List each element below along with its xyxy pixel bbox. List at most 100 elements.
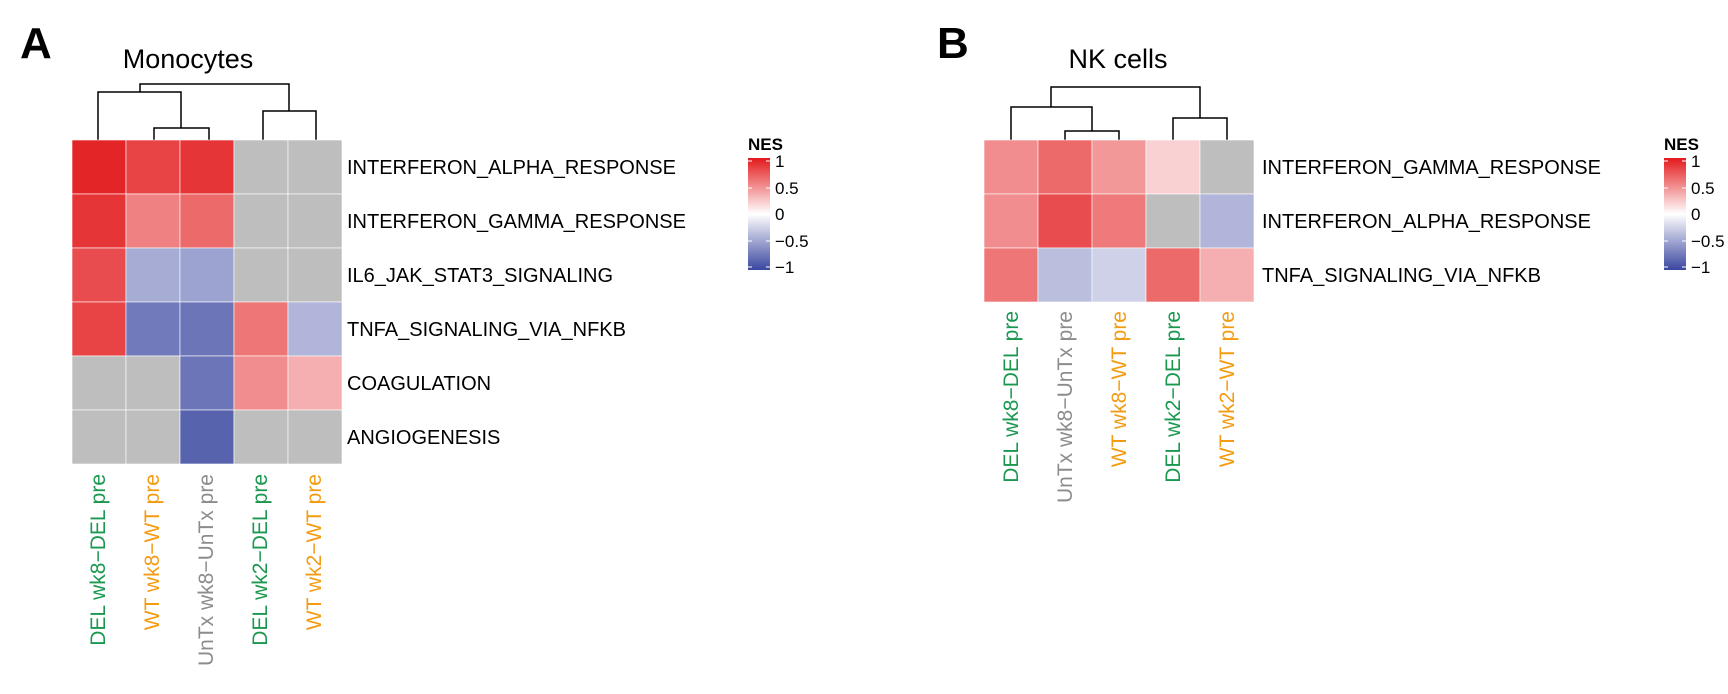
- heatmap-cell: [1199, 247, 1255, 303]
- heatmap-cell: [179, 355, 235, 411]
- heatmap-cell: [233, 139, 289, 195]
- dendrogram-a: [97, 83, 317, 140]
- heatmap-cell: [71, 139, 127, 195]
- heatmap-cell: [287, 247, 343, 303]
- row-label: INTERFERON_GAMMA_RESPONSE: [347, 211, 686, 233]
- column-label: WT wk8−WT pre: [141, 474, 164, 630]
- column-label-group: DEL: [1162, 443, 1185, 483]
- heatmap-cell: [983, 247, 1039, 303]
- column-label-comparison: wk8−DEL pre: [87, 474, 110, 606]
- heatmap-cell: [1091, 247, 1147, 303]
- dendrogram-b-branch-left: [1010, 106, 1093, 140]
- legend-tick-label: 0.5: [775, 179, 799, 198]
- heatmap-cells-b: [983, 139, 1255, 303]
- legend-tick-label: −1: [1691, 258, 1710, 277]
- heatmap-cell: [233, 355, 289, 411]
- column-label-group: DEL: [1000, 443, 1023, 483]
- dendrogram-b: [1010, 86, 1228, 140]
- legend-tick-label: −0.5: [775, 232, 809, 251]
- panel-title-b: NK cells: [1068, 44, 1167, 74]
- column-label-comparison: wk8−DEL pre: [1000, 311, 1023, 443]
- dendrogram-a-root: [139, 83, 290, 111]
- heatmap-cell: [287, 193, 343, 249]
- heatmap-cell: [287, 355, 343, 411]
- heatmap-cell: [71, 193, 127, 249]
- column-label-comparison: wk8−WT pre: [1108, 311, 1131, 435]
- row-label: INTERFERON_GAMMA_RESPONSE: [1262, 157, 1601, 179]
- row-label: COAGULATION: [347, 373, 491, 395]
- column-label: DEL wk8−DEL pre: [87, 474, 110, 646]
- column-label-group: WT: [141, 597, 164, 630]
- column-label: WT wk8−WT pre: [1108, 311, 1131, 467]
- heatmap-cell: [125, 193, 181, 249]
- heatmap-cell: [1145, 193, 1201, 249]
- dendrogram-a-branch-wt-untx: [153, 127, 210, 140]
- panel-a: A Monocytes INTERFERON_ALPHA_RESPONSE IN…: [20, 19, 809, 666]
- heatmap-cell: [287, 139, 343, 195]
- heatmap-cell: [233, 409, 289, 465]
- legend-tick-label: 0: [775, 205, 784, 224]
- heatmap-cell: [179, 139, 235, 195]
- row-label: TNFA_SIGNALING_VIA_NFKB: [1262, 265, 1541, 287]
- column-labels-a: DEL wk8−DEL pre WT wk8−WT pre UnTx wk8−U…: [87, 474, 326, 666]
- heatmap-cell: [71, 409, 127, 465]
- row-label: TNFA_SIGNALING_VIA_NFKB: [347, 319, 626, 341]
- dendrogram-b-branch-right: [1172, 117, 1228, 140]
- column-label-comparison: wk2−DEL pre: [1162, 311, 1185, 443]
- row-label: ANGIOGENESIS: [347, 427, 500, 449]
- column-label: DEL wk8−DEL pre: [1000, 311, 1023, 483]
- column-label: DEL wk2−DEL pre: [249, 474, 272, 646]
- legend-tick-label: 1: [775, 152, 784, 171]
- column-label-group: WT: [1216, 434, 1239, 467]
- panel-letter-a: A: [20, 19, 52, 68]
- column-label-comparison: wk8−UnTx pre: [195, 474, 218, 616]
- row-labels-a: INTERFERON_ALPHA_RESPONSE INTERFERON_GAM…: [347, 157, 686, 449]
- heatmap-cell: [125, 301, 181, 357]
- legend-colorbar: [748, 158, 770, 270]
- column-label: DEL wk2−DEL pre: [1162, 311, 1185, 483]
- column-label: UnTx wk8−UnTx pre: [1054, 311, 1077, 503]
- column-label-comparison: wk8−WT pre: [141, 474, 164, 598]
- heatmap-cell: [179, 409, 235, 465]
- heatmap-cell: [71, 301, 127, 357]
- heatmap-cell: [983, 193, 1039, 249]
- row-label: IL6_JAK_STAT3_SIGNALING: [347, 265, 613, 287]
- column-label-group: DEL: [249, 606, 272, 646]
- legend-tick-label: 0: [1691, 205, 1700, 224]
- panel-b: B NK cells INTERFERON_GAMMA_RESPONSE INT…: [937, 19, 1725, 503]
- legend-colorbar: [1664, 158, 1686, 270]
- dendrogram-b-branch-untx-wt: [1064, 130, 1120, 140]
- dendrogram-a-branch-right: [262, 110, 317, 140]
- column-label: WT wk2−WT pre: [1216, 311, 1239, 467]
- legend-title: NES: [748, 135, 783, 154]
- heatmap-cell: [71, 247, 127, 303]
- column-label-comparison: wk8−UnTx pre: [1054, 311, 1077, 453]
- column-label-group: WT: [303, 597, 326, 630]
- legend-b: NES 1 0.5 0 −0.5 −1: [1664, 135, 1725, 277]
- heatmap-cell: [1145, 139, 1201, 195]
- dendrogram-a-branch-left: [97, 91, 182, 140]
- heatmap-cell: [1199, 139, 1255, 195]
- heatmap-cell: [233, 247, 289, 303]
- heatmap-cell: [1037, 247, 1093, 303]
- column-labels-b: DEL wk8−DEL pre UnTx wk8−UnTx pre WT wk8…: [1000, 311, 1239, 503]
- heatmap-cells-a: [71, 139, 343, 465]
- heatmap-cell: [983, 139, 1039, 195]
- heatmap-cell: [179, 301, 235, 357]
- legend-title: NES: [1664, 135, 1699, 154]
- column-label-group: WT: [1108, 434, 1131, 467]
- column-label-group: UnTx: [195, 615, 218, 666]
- heatmap-cell: [125, 139, 181, 195]
- heatmap-cell: [1037, 139, 1093, 195]
- legend-tick-label: −1: [775, 258, 794, 277]
- row-label: INTERFERON_ALPHA_RESPONSE: [347, 157, 676, 179]
- heatmap-cell: [125, 247, 181, 303]
- column-label-comparison: wk2−DEL pre: [249, 474, 272, 606]
- panel-title-a: Monocytes: [123, 44, 254, 74]
- column-label-group: DEL: [87, 606, 110, 646]
- column-label-group: UnTx: [1054, 452, 1077, 503]
- legend-tick-label: 0.5: [1691, 179, 1715, 198]
- legend-a: NES 1 0.5 0 −0.5 −1: [748, 135, 809, 277]
- heatmap-cell: [1037, 193, 1093, 249]
